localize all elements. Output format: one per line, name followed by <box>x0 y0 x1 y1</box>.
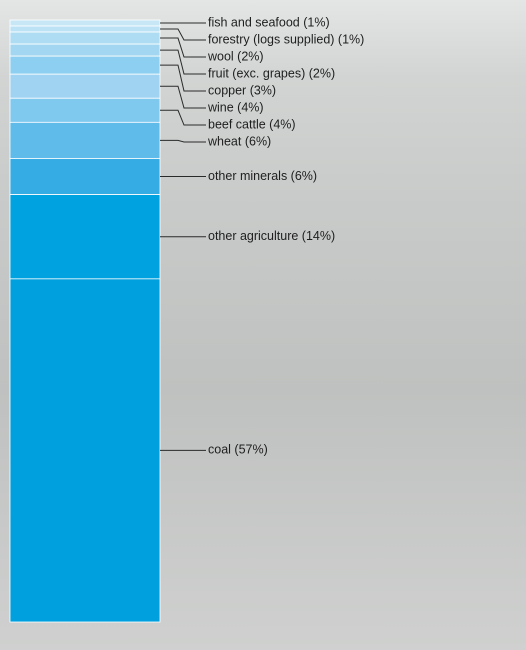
leader-line <box>160 38 206 57</box>
leader-line <box>160 86 206 108</box>
leader-line <box>160 110 206 125</box>
segment-label: other agriculture (14%) <box>208 229 335 243</box>
bar-segment <box>10 32 160 44</box>
bar-segment <box>10 122 160 158</box>
bar-segment <box>10 279 160 622</box>
segment-label: other minerals (6%) <box>208 169 317 183</box>
bar-segment <box>10 56 160 74</box>
bar-segment <box>10 98 160 122</box>
segment-label: wine (4%) <box>207 100 264 114</box>
segment-label: fish and seafood (1%) <box>208 15 330 29</box>
bar-segment <box>10 20 160 26</box>
segment-label: beef cattle (4%) <box>208 117 296 131</box>
segment-label: forestry (logs supplied) (1%) <box>208 32 364 46</box>
segment-label: wool (2%) <box>207 49 264 63</box>
segment-label: fruit (exc. grapes) (2%) <box>208 66 335 80</box>
bar-segment <box>10 195 160 279</box>
leader-line <box>160 140 206 142</box>
segment-label: coal (57%) <box>208 443 268 457</box>
segment-label: copper (3%) <box>208 83 276 97</box>
segment-label: wheat (6%) <box>207 134 271 148</box>
bar-segment <box>10 26 160 32</box>
chart-svg: fish and seafood (1%) forestry (logs supp… <box>0 0 526 650</box>
bar-segment <box>10 158 160 194</box>
bar-segment <box>10 74 160 98</box>
bar-segment <box>10 44 160 56</box>
chart: fish and seafood (1%) forestry (logs supp… <box>0 0 526 650</box>
